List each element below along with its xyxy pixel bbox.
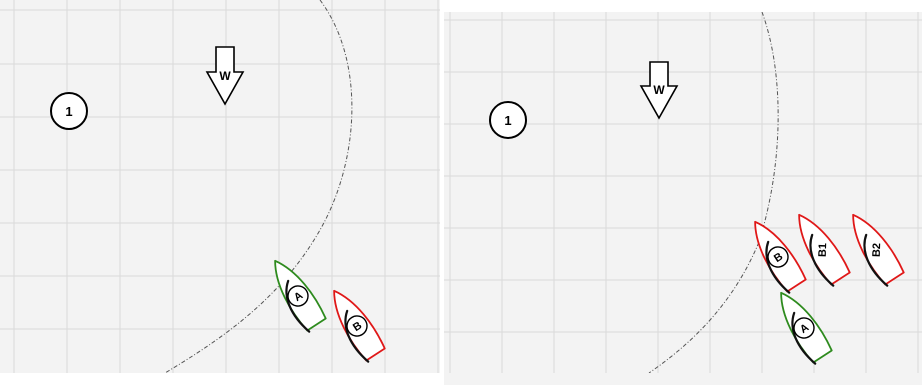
- boat-hull: [798, 213, 851, 286]
- grid: [444, 12, 922, 373]
- wind-label: W: [219, 69, 231, 83]
- boat-b1: B1: [798, 213, 851, 287]
- diagram-panel-left: 1 W A B: [0, 0, 440, 373]
- mark-1: 1: [50, 92, 88, 130]
- boat-label: B2: [871, 243, 883, 257]
- diagram-canvas-right: 1 W B B1 B2 A: [444, 12, 922, 373]
- diagram-panel-right: 1 W B B1 B2 A: [444, 12, 922, 385]
- sail: [344, 309, 370, 363]
- mark-label: 1: [504, 113, 511, 128]
- wind-label: W: [653, 83, 665, 97]
- sail: [863, 233, 889, 287]
- wind-down-arrow-icon: W: [205, 46, 245, 106]
- mark-1: 1: [489, 101, 527, 139]
- boat-b: B: [333, 289, 386, 363]
- sail: [791, 311, 817, 365]
- zone-circle: [164, 0, 353, 373]
- boat-b: B: [754, 220, 807, 294]
- mark-label: 1: [65, 104, 72, 119]
- boat-b2: B2: [852, 213, 905, 287]
- sail: [765, 240, 791, 294]
- sail: [809, 233, 835, 287]
- boat-label: B1: [817, 243, 829, 257]
- boat-hull: [852, 213, 905, 286]
- zone-circle: [648, 12, 779, 373]
- sail: [285, 279, 311, 333]
- wind-down-arrow-icon: W: [639, 61, 679, 120]
- boat-a: A: [274, 259, 327, 333]
- diagram-canvas-left: 1 W A B: [0, 0, 440, 373]
- boat-a: A: [780, 291, 833, 365]
